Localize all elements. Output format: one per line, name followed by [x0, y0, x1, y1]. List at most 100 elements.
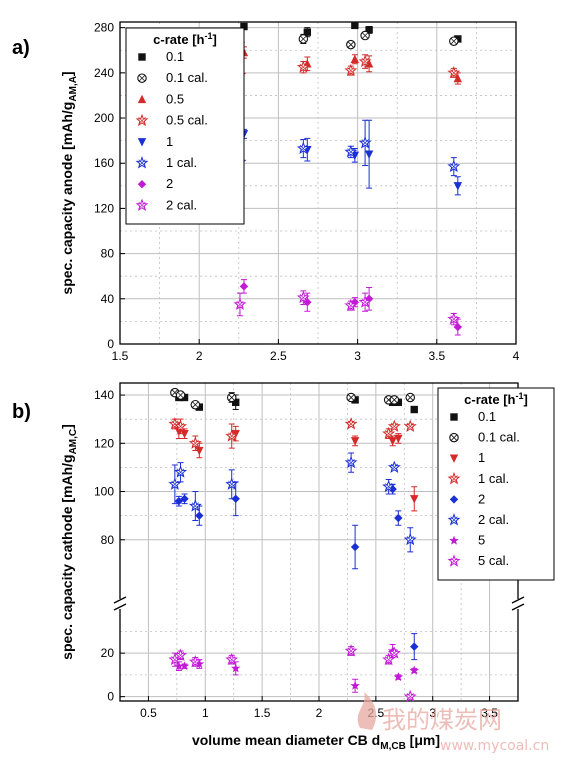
- panel-b-legend-label-3: 1 cal.: [478, 471, 509, 486]
- panel-a-point-s1-p2: [346, 39, 356, 50]
- panel-b-point-s3-p3: [225, 429, 239, 442]
- panel-b-point-s5-p1: [174, 465, 188, 478]
- panel-b-point-s2-p7: [410, 495, 419, 504]
- panel-a-legend-label-5: 1 cal.: [166, 155, 197, 170]
- panel-a-legend-marker-4: [137, 138, 147, 147]
- panel-a-data: [233, 21, 463, 336]
- panel-b-legend-marker-6: [449, 535, 459, 545]
- panel-a-legend-marker-2: [137, 94, 147, 104]
- panel-b-y-tick-upper-2: 120: [94, 436, 114, 450]
- panel-b-x-tick-1: 1: [202, 706, 209, 720]
- panel-a-legend-label-6: 2: [166, 176, 173, 191]
- panel-b-point-s4-p7: [410, 642, 419, 651]
- panel-b-point-s6-p0: [174, 661, 184, 671]
- panel-a-legend-marker-5: [135, 156, 149, 169]
- panel-label-b: b): [12, 401, 31, 423]
- panel-a-y-tick-1: 40: [101, 292, 115, 306]
- panel-a-point-s4-p3: [364, 150, 374, 159]
- panel-b-legend-marker-0: [450, 413, 458, 421]
- panel-a-point-s3-p1: [296, 60, 310, 73]
- panel-b-grid: [120, 383, 518, 701]
- panel-a-point-s6-p4: [453, 322, 463, 332]
- panel-b-legend-title: c-rate [h-1]: [464, 391, 528, 407]
- panel-b-legend-marker-7: [447, 554, 461, 567]
- panel-a-point-s5-p1: [296, 141, 310, 155]
- panel-a-legend-label-3: 0.5 cal.: [166, 113, 208, 128]
- panel-b-legend-label-5: 2 cal.: [478, 512, 509, 527]
- panel-a-point-s3-p2: [344, 63, 358, 77]
- panel-a-point-s0-p1: [303, 28, 312, 36]
- panel-b-legend-marker-4: [449, 495, 459, 504]
- panel-b-legend-label-0: 0.1: [478, 409, 496, 424]
- panel-a-point-s5-p2: [344, 145, 358, 158]
- panel-a-legend-marker-1: [137, 73, 147, 83]
- panel-a-point-s3-p3: [358, 54, 372, 68]
- panel-b-point-s6-p2: [194, 659, 205, 669]
- panel-a-legend-label-1: 0.1 cal.: [166, 70, 208, 85]
- panel-a-point-s7-p0: [233, 297, 247, 310]
- panel-b-point-s4-p2: [195, 511, 204, 520]
- watermark-text-cn: 我的煤炭网: [382, 706, 502, 734]
- panel-a-legend-label-4: 1: [166, 134, 173, 149]
- panel-a-point-s3-p4: [447, 65, 461, 79]
- panel-b-point-s7-p4: [344, 644, 358, 657]
- panel-b-point-s2-p6: [394, 434, 403, 444]
- panel-a-plot-area: [119, 21, 517, 345]
- panel-b-legend-marker-3: [447, 471, 461, 485]
- panel-a-legend-marker-3: [135, 113, 149, 127]
- panel-a-x-tick-2: 2.5: [270, 349, 287, 363]
- panel-b-legend-marker-5: [447, 513, 461, 526]
- panel-b-point-s2-p1: [180, 429, 189, 439]
- panel-b-point-s3-p6: [387, 419, 401, 432]
- panel-b-legend-label-4: 2: [478, 491, 485, 506]
- panel-a-y-axis-label: spec. capacity anode [mAh/gAM,A]: [59, 71, 79, 294]
- panel-b-x-axis-label: volume mean diameter CB dM,CB [μm]: [192, 732, 440, 752]
- watermark: 我的煤炭网 www.mycoal.cn: [357, 692, 549, 754]
- panel-b-point-s4-p1: [180, 494, 189, 503]
- panel-a-point-s7-p3: [358, 295, 372, 308]
- panel-b-legend-label-6: 5: [478, 533, 485, 548]
- panel-b-y-tick-lower-1: 20: [101, 646, 115, 660]
- panel-b-point-s1-p3: [226, 392, 237, 403]
- panel-a-point-s1-p3: [360, 30, 370, 41]
- panel-a-legend-marker-0: [138, 53, 146, 61]
- panel-b-point-s7-p3: [225, 652, 239, 666]
- panel-a-point-s5-p4: [447, 159, 461, 173]
- panel-b-legend-marker-2: [449, 454, 459, 463]
- panel-b-point-s5-p0: [168, 477, 182, 490]
- panel-b-axis-break: [113, 596, 525, 611]
- panel-a-legend-label-2: 0.5: [166, 91, 184, 106]
- panel-b-point-s6-p6: [393, 672, 404, 682]
- panel-b-point-s4-p4: [350, 542, 360, 552]
- panel-b-y-tick-upper-1: 100: [94, 485, 114, 499]
- panel-b-point-s1-p2: [190, 399, 201, 410]
- panel-b-legend-label-7: 5 cal.: [478, 553, 509, 568]
- panel-b-y-tick-lower-0: 0: [107, 690, 114, 704]
- panel-b-point-s7-p1: [174, 648, 188, 661]
- panel-b-point-s3-p1: [174, 419, 188, 432]
- panel-b-x-tick-5: 3: [429, 706, 436, 720]
- panel-b-point-s3-p2: [188, 436, 202, 449]
- panel-a-y-tick-4: 160: [94, 156, 114, 170]
- panel-b-point-s1-p1: [175, 390, 186, 400]
- panel-a-legend: c-rate [h-1] 0.1 0.1 cal. 0.5 0.5 cal. 1 1 cal…: [125, 27, 245, 225]
- panel-b-y-tick-upper-0: 80: [101, 533, 115, 547]
- panel-a-point-s6-p0: [239, 282, 249, 291]
- panel-b-point-s5-p2: [188, 499, 202, 512]
- panel-b-point-s6-p3: [231, 663, 241, 673]
- panel-b-point-s4-p3: [231, 494, 240, 503]
- panel-a-legend-marker-7: [135, 198, 149, 211]
- panel-a-x-tick-1: 2: [196, 349, 203, 363]
- panel-b-x-tick-3: 2: [316, 706, 323, 720]
- panel-b-point-s5-p7: [403, 533, 417, 546]
- panel-a-y-tick-0: 0: [107, 337, 114, 351]
- panel-b-data: [168, 387, 419, 703]
- panel-b-point-s6-p7: [409, 665, 419, 675]
- panel-a-y-tick-5: 200: [94, 111, 114, 125]
- panel-b-point-s3-p4: [344, 417, 358, 430]
- panel-b-y-axis-label: spec. capacity cathode [mAh/gAM,C]: [59, 424, 79, 660]
- panel-b-point-s5-p3: [225, 477, 239, 490]
- watermark-text-url: www.mycoal.cn: [440, 738, 549, 754]
- panel-a-point-s5-p3: [358, 136, 372, 149]
